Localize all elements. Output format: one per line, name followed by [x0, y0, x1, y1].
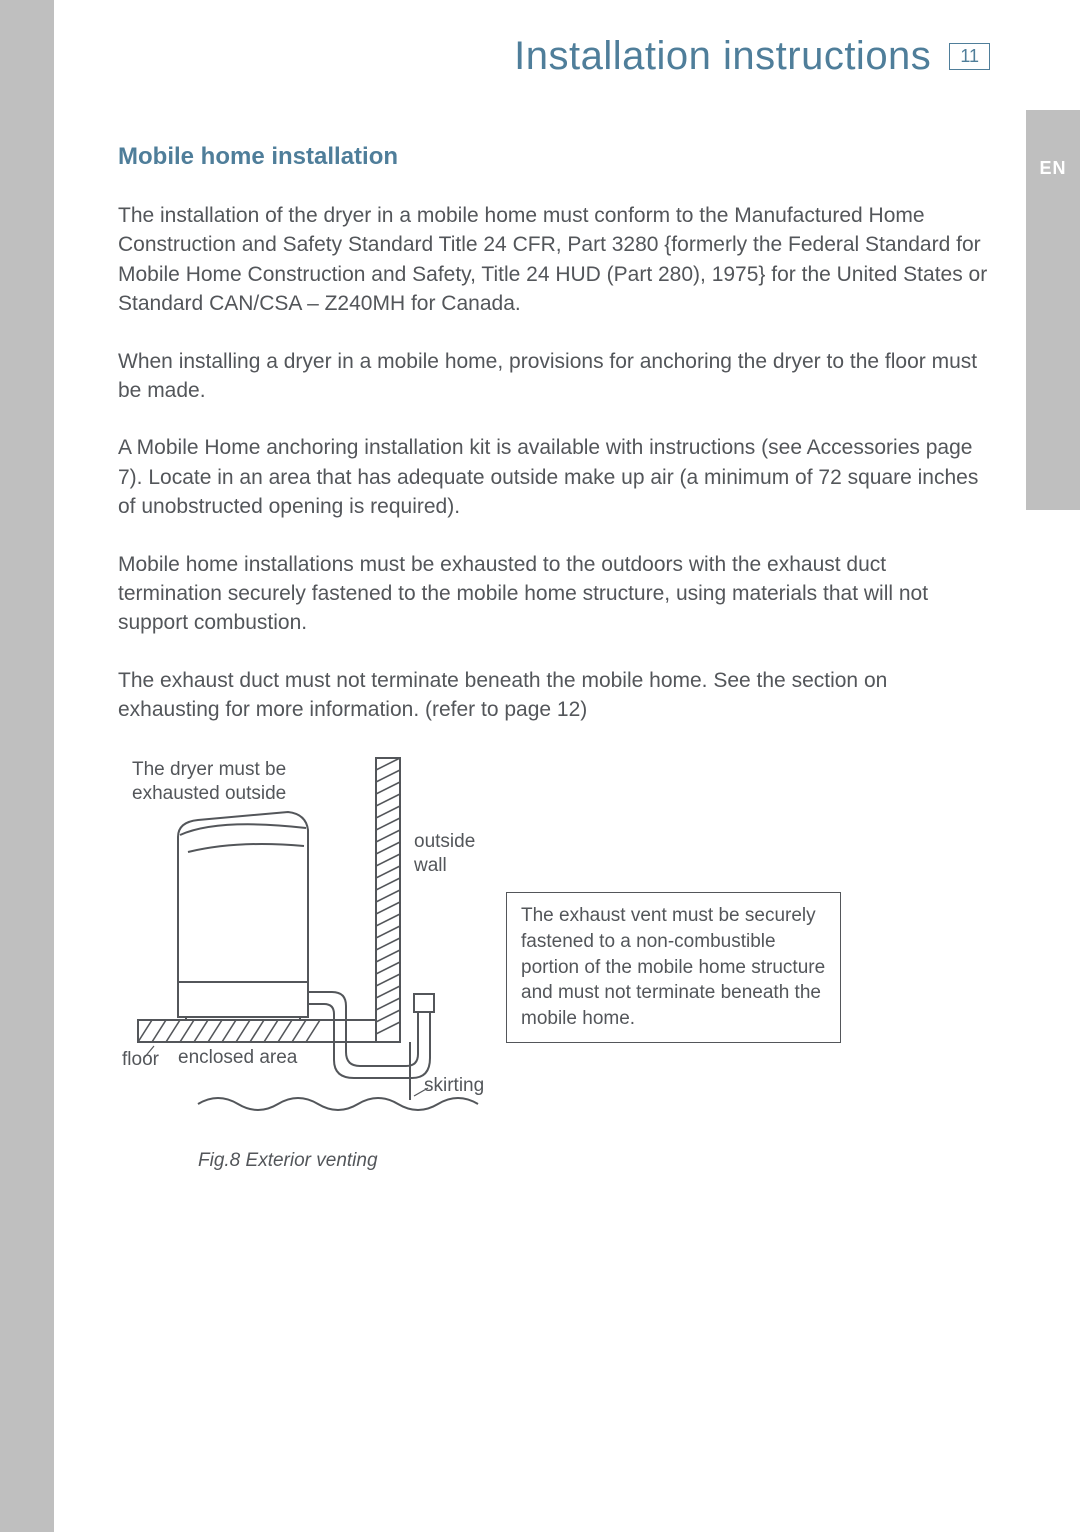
body-paragraph: The installation of the dryer in a mobil… [118, 201, 988, 319]
left-margin-bar [0, 0, 54, 1532]
page-content: Installation instructions 11 Mobile home… [54, 0, 1080, 1532]
body-paragraph: The exhaust duct must not terminate bene… [118, 666, 988, 725]
page-number-box: 11 [949, 43, 990, 70]
body-paragraph: Mobile home installations must be exhaus… [118, 550, 988, 638]
figure-exterior-venting: The dryer must be exhausted outside outs… [118, 752, 878, 1132]
figure-caption: Fig.8 Exterior venting [198, 1150, 990, 1172]
body-paragraph: When installing a dryer in a mobile home… [118, 347, 988, 406]
body-paragraph: A Mobile Home anchoring installation kit… [118, 433, 988, 521]
figure-label-enclosed-area: enclosed area [178, 1046, 297, 1070]
figure-note-box: The exhaust vent must be securely fasten… [506, 892, 841, 1042]
figure-label-skirting: skirting [424, 1074, 484, 1098]
section-heading: Mobile home installation [118, 143, 990, 171]
figure-label-outside-wall: outside wall [414, 830, 494, 878]
page-header: Installation instructions 11 [118, 34, 990, 79]
figure-label-floor: floor [122, 1048, 159, 1072]
page-title: Installation instructions [514, 34, 931, 79]
figure-label-top: The dryer must be exhausted outside [132, 758, 322, 806]
